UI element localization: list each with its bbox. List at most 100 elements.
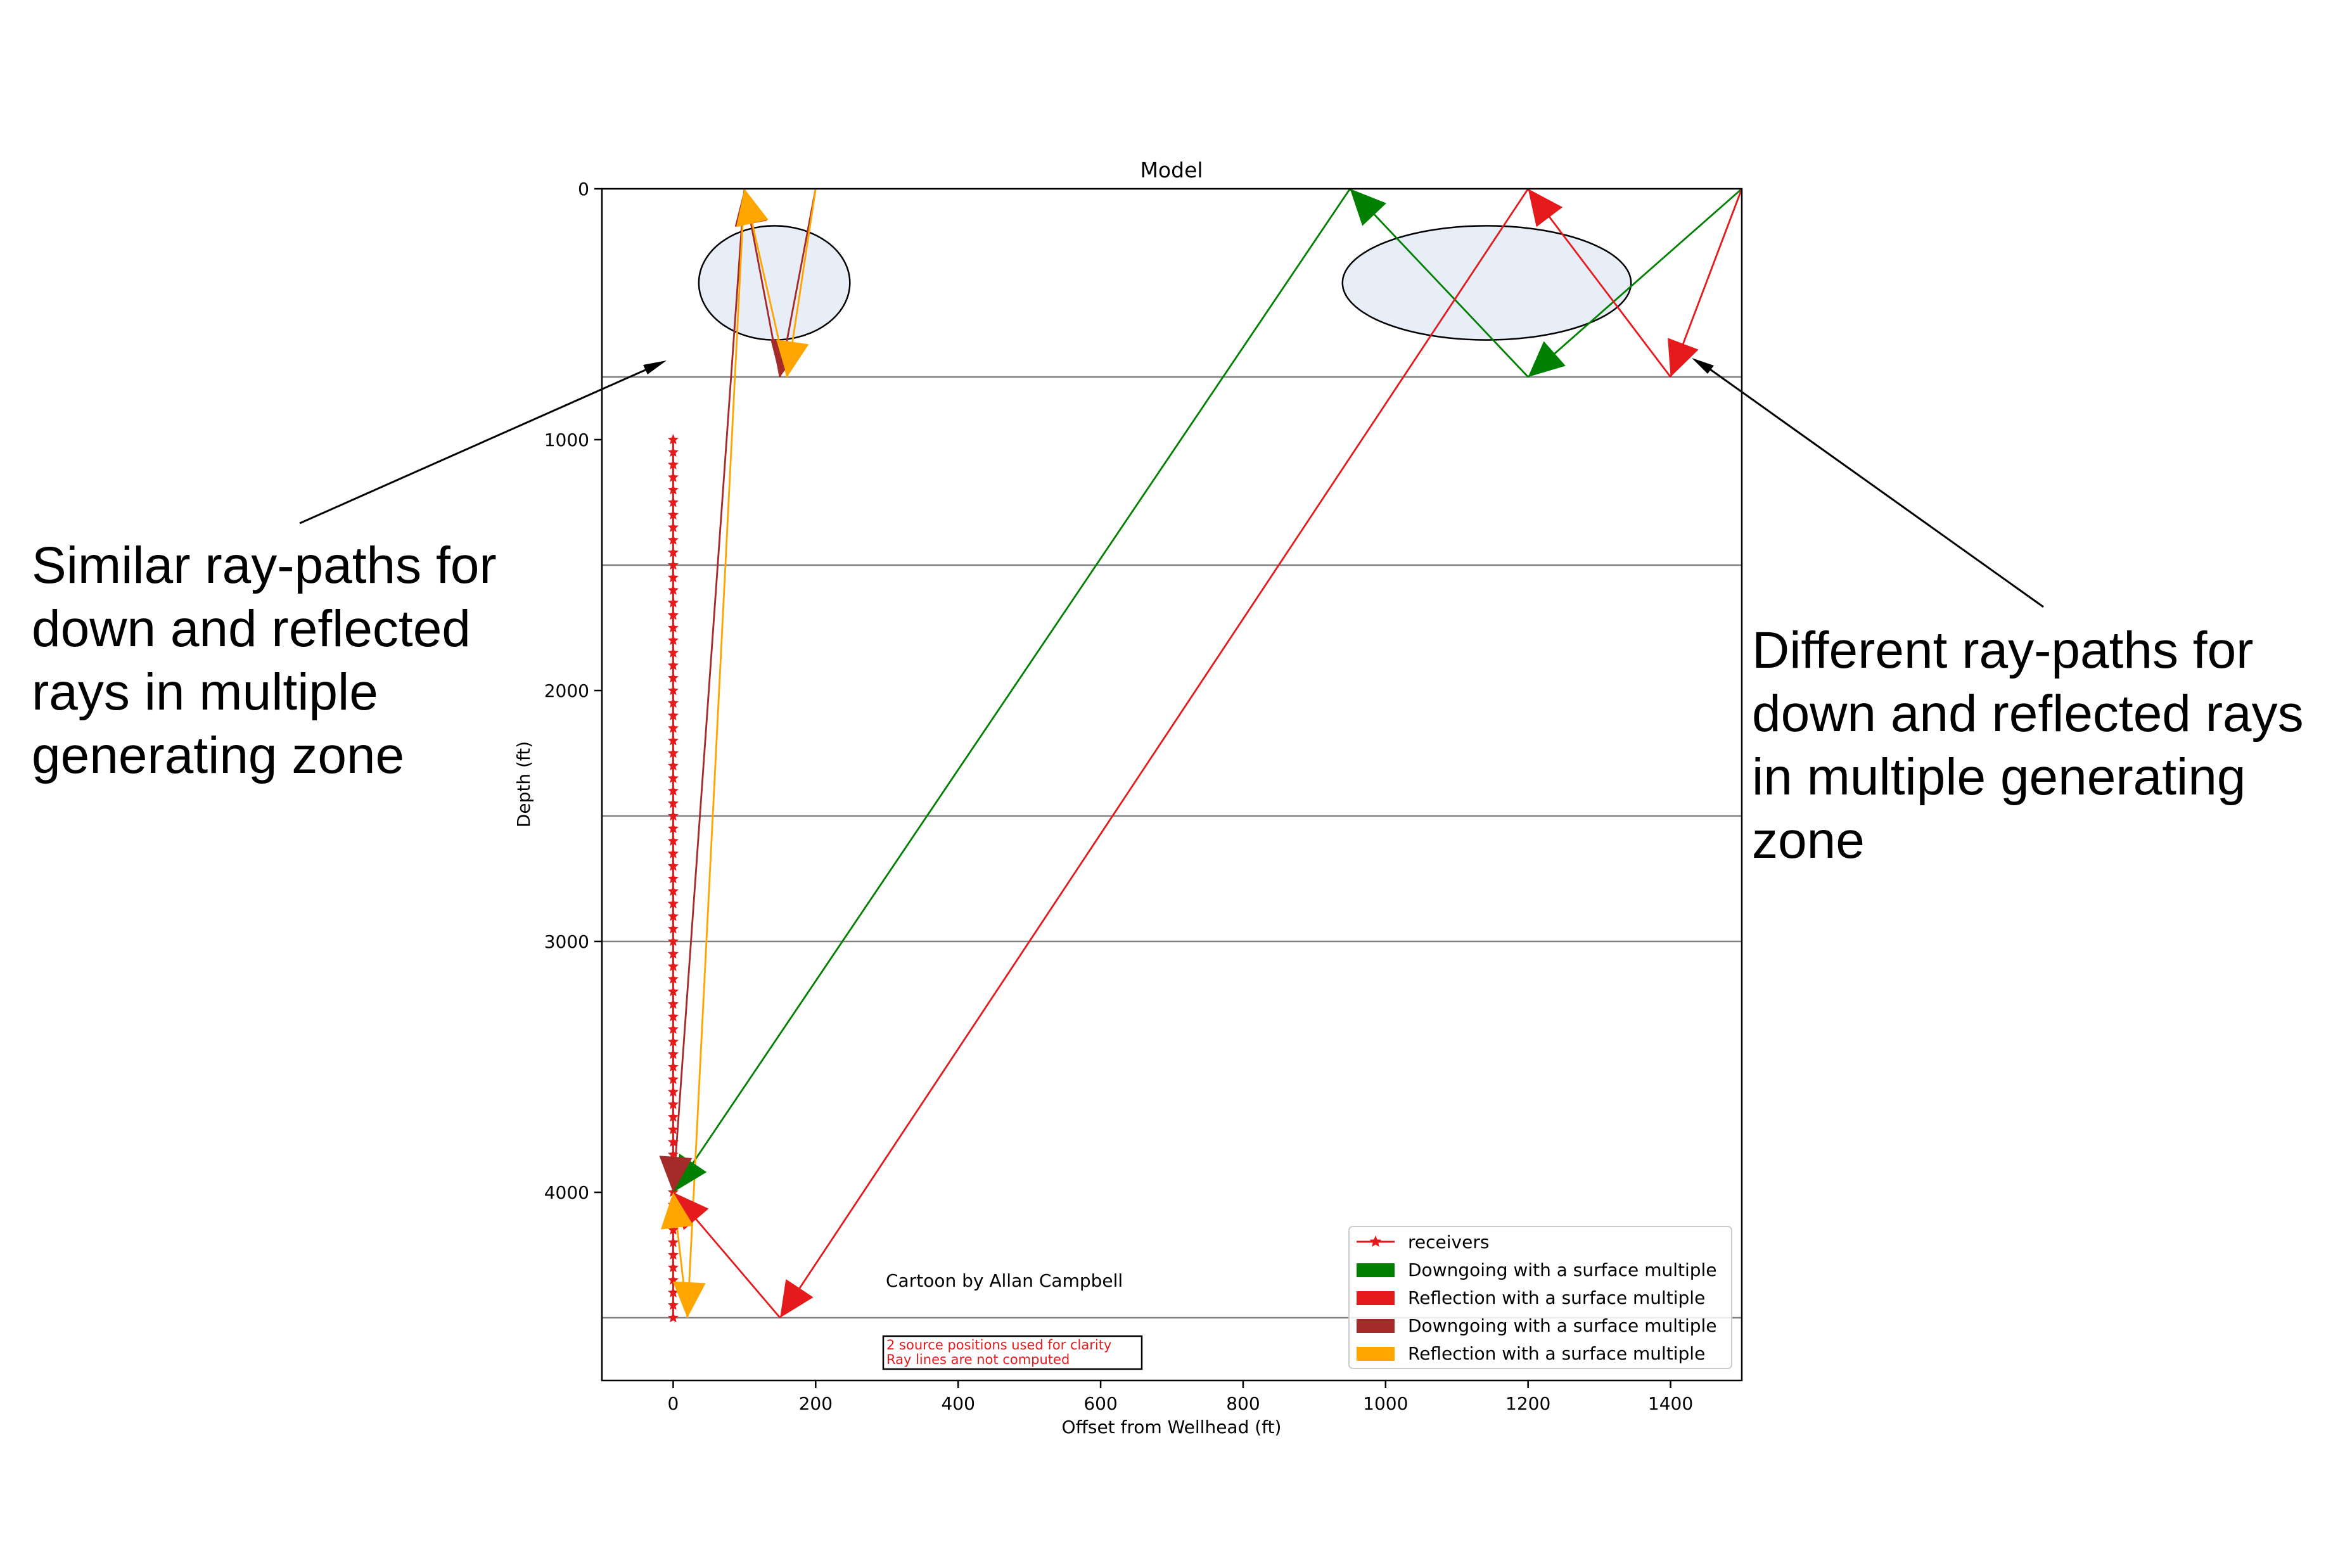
- ray-segment-series-2: [779, 188, 1529, 1318]
- receiver-marker: [667, 1073, 679, 1085]
- receiver-marker: [667, 1224, 679, 1235]
- receiver-marker: [667, 459, 679, 469]
- receiver-marker: [667, 534, 679, 545]
- receiver-marker: [667, 910, 679, 921]
- callout-text-right: Different ray-paths for down and reflect…: [1752, 619, 2304, 872]
- ray-arrowhead-series-3: [659, 1156, 693, 1192]
- x-tick-label: 200: [799, 1393, 833, 1414]
- receiver-marker: [667, 609, 679, 620]
- y-tick-label: 0: [578, 179, 589, 200]
- callout-arrowhead-right: [1692, 358, 1714, 374]
- ray-arrowheads: [659, 189, 1699, 1318]
- receiver-marker: [667, 521, 679, 532]
- receiver-marker: [667, 1049, 679, 1059]
- callout-arrow-right: [1705, 365, 2044, 608]
- chart-title: Model: [1140, 158, 1203, 182]
- ray-segment-series-1: [672, 188, 1351, 1193]
- ray-arrowhead-series-2: [1668, 338, 1699, 377]
- receiver-marker: [667, 873, 679, 884]
- ray-arrowhead-series-4: [672, 1281, 706, 1318]
- receiver-marker: [667, 948, 679, 959]
- x-axis-label: Offset from Wellhead (ft): [1062, 1417, 1282, 1437]
- receiver-marker: [667, 634, 679, 646]
- layer-boundaries: [602, 376, 1742, 1319]
- x-tick-label: 1200: [1505, 1393, 1550, 1414]
- receiver-marker: [667, 1036, 679, 1047]
- x-tick-label: 400: [941, 1393, 974, 1414]
- callout-arrow-left: [299, 365, 655, 525]
- note-line-1: 2 source positions used for clarity: [886, 1337, 1111, 1353]
- callout-arrows: [299, 358, 2044, 608]
- legend-key-marker: [1369, 1235, 1382, 1247]
- receiver-marker: [667, 559, 679, 570]
- receiver-marker: [667, 1023, 679, 1034]
- receiver-marker: [667, 1010, 679, 1022]
- legend-label-reflection-red: Reflection with a surface multiple: [1408, 1287, 1705, 1308]
- ray-arrowhead-series-2: [1528, 189, 1563, 227]
- legend-key-swatch: [1357, 1291, 1395, 1305]
- receiver-marker: [667, 622, 679, 633]
- receiver-marker: [667, 898, 679, 908]
- x-tick-label: 1000: [1363, 1393, 1408, 1414]
- ray-segment-series-2: [1527, 188, 1671, 378]
- receiver-marker: [667, 835, 679, 846]
- receiver-marker: [667, 1237, 679, 1247]
- receiver-marker: [667, 584, 679, 595]
- receiver-marker: [667, 1099, 679, 1109]
- legend-key-swatch: [1357, 1263, 1395, 1277]
- ray-segment-series-3: [672, 188, 746, 1193]
- ray-arrowhead-series-1: [1350, 189, 1386, 226]
- receiver-marker: [667, 760, 679, 771]
- ray-arrowhead-series-4: [660, 1192, 694, 1230]
- receiver-marker: [667, 960, 679, 971]
- legend-frame: [1348, 1226, 1732, 1369]
- receiver-marker: [667, 660, 679, 670]
- receiver-marker: [667, 798, 679, 808]
- receiver-marker: [667, 722, 679, 733]
- receiver-marker: [667, 509, 679, 520]
- receiver-marker: [667, 810, 679, 821]
- legend-keys: [1357, 1235, 1395, 1361]
- receiver-marker: [667, 785, 679, 796]
- y-tick-label: 3000: [544, 931, 589, 952]
- receiver-marker: [667, 647, 679, 658]
- receiver-marker: [667, 1061, 679, 1072]
- ray-segment-series-4: [686, 188, 746, 1318]
- receiver-marker: [667, 772, 679, 783]
- receiver-marker: [667, 1261, 679, 1273]
- plot-frame: [601, 188, 1743, 1382]
- y-tick-label: 4000: [544, 1182, 589, 1203]
- callout-arrowhead-left: [643, 360, 667, 374]
- ray-segment-series-1: [1349, 188, 1529, 378]
- legend-key-swatch: [1357, 1319, 1395, 1333]
- ray-arrowhead-series-2: [780, 1279, 814, 1318]
- legend-label-downgoing-green: Downgoing with a surface multiple: [1408, 1259, 1717, 1280]
- receiver-marker: [667, 1312, 679, 1323]
- receiver-marker: [667, 923, 679, 934]
- receiver-marker: [667, 1111, 679, 1122]
- legend-label-receivers: receivers: [1408, 1232, 1489, 1252]
- ray-segment-series-1: [1527, 188, 1742, 378]
- y-axis-label: Depth (ft): [513, 741, 534, 827]
- ray-arrowhead-series-4: [736, 189, 769, 227]
- receiver-marker: [667, 1287, 679, 1297]
- legend-key-swatch: [1357, 1347, 1395, 1361]
- receiver-marker: [667, 1124, 679, 1135]
- receiver-marker: [667, 710, 679, 720]
- receiver-marker: [667, 936, 679, 947]
- callout-left-line: generating zone: [32, 727, 405, 784]
- ray-paths: [672, 188, 1743, 1318]
- receiver-marker: [667, 1249, 679, 1260]
- callout-left-line: rays in multiple: [32, 663, 378, 721]
- receiver-marker: [667, 697, 679, 708]
- ray-arrowhead-series-4: [776, 339, 809, 377]
- receiver-marker: [667, 822, 679, 834]
- receiver-marker: [667, 434, 679, 445]
- callout-left-line: down and reflected: [32, 600, 471, 658]
- callout-right-line: Different ray-paths for: [1752, 621, 2254, 679]
- legend-label-downgoing-brown: Downgoing with a surface multiple: [1408, 1315, 1717, 1336]
- receiver-marker: [667, 1086, 679, 1097]
- receiver-marker: [667, 1136, 679, 1147]
- credit-annotation: Cartoon by Allan Campbell: [886, 1270, 1123, 1291]
